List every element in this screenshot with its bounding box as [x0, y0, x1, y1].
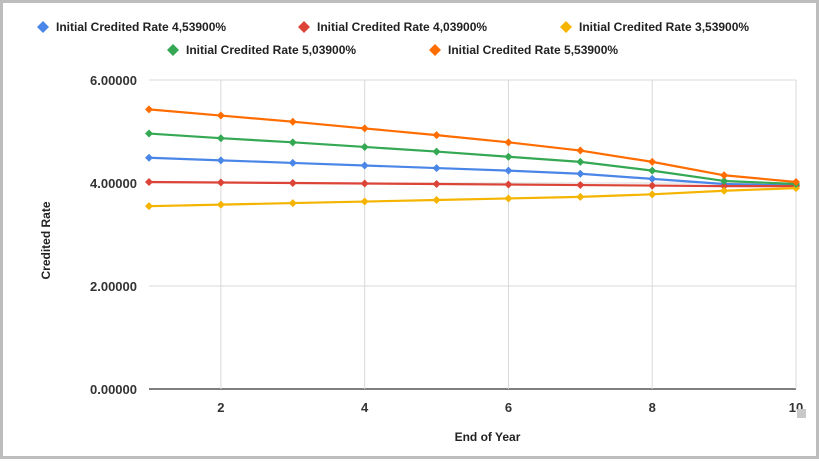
- series-line: [148, 108, 797, 184]
- data-point[interactable]: [792, 184, 800, 193]
- series-5: [145, 105, 800, 186]
- data-point[interactable]: [432, 195, 441, 204]
- series-2: [145, 177, 800, 191]
- data-point[interactable]: [216, 178, 225, 187]
- data-point[interactable]: [288, 199, 297, 208]
- diamond-icon: [429, 44, 441, 56]
- legend-label: Initial Credited Rate 4,03900%: [317, 20, 487, 34]
- data-point[interactable]: [720, 176, 729, 185]
- legend-label: Initial Credited Rate 3,53900%: [579, 20, 749, 34]
- data-point[interactable]: [432, 131, 441, 140]
- data-point[interactable]: [648, 181, 657, 190]
- x-tick-label: 6: [505, 400, 512, 415]
- data-point[interactable]: [792, 177, 800, 186]
- data-point[interactable]: [648, 190, 657, 199]
- series-line: [148, 156, 797, 187]
- data-point[interactable]: [360, 179, 369, 188]
- data-point[interactable]: [288, 179, 297, 187]
- y-tick-label: 0.00000: [90, 382, 137, 397]
- data-point[interactable]: [216, 156, 225, 165]
- series-line: [148, 132, 797, 186]
- series-line: [148, 187, 797, 208]
- data-point[interactable]: [648, 157, 657, 166]
- data-point[interactable]: [216, 200, 225, 209]
- y-tick-label: 6.00000: [90, 73, 137, 88]
- legend-item[interactable]: Initial Credited Rate 5,03900%: [167, 43, 356, 57]
- diamond-icon: [37, 21, 49, 33]
- data-point[interactable]: [288, 138, 297, 147]
- data-point[interactable]: [576, 169, 585, 178]
- data-point[interactable]: [145, 177, 153, 186]
- data-point[interactable]: [360, 124, 369, 133]
- legend-item[interactable]: Initial Credited Rate 4,03900%: [298, 20, 487, 34]
- data-point[interactable]: [504, 194, 513, 203]
- y-axis-title: Credited Rate: [39, 201, 53, 279]
- legend-item[interactable]: Initial Credited Rate 4,53900%: [37, 20, 226, 34]
- legend-label: Initial Credited Rate 5,03900%: [186, 43, 356, 57]
- series-3: [145, 184, 800, 211]
- data-point[interactable]: [288, 117, 297, 126]
- data-point[interactable]: [360, 197, 369, 206]
- diamond-icon: [560, 21, 572, 33]
- x-tick-label: 8: [649, 400, 656, 415]
- legend-item[interactable]: Initial Credited Rate 5,53900%: [429, 43, 618, 57]
- data-point[interactable]: [648, 166, 657, 175]
- legend-label: Initial Credited Rate 4,53900%: [56, 20, 226, 34]
- data-point[interactable]: [648, 174, 657, 183]
- data-point[interactable]: [504, 166, 513, 175]
- y-tick-label: 4.00000: [90, 176, 137, 191]
- data-point[interactable]: [432, 147, 441, 156]
- x-tick-label: 2: [217, 400, 224, 415]
- data-point[interactable]: [145, 105, 153, 114]
- legend[interactable]: Initial Credited Rate 4,53900% Initial Cr…: [37, 20, 749, 57]
- data-point[interactable]: [576, 157, 585, 166]
- resize-handle[interactable]: [797, 409, 806, 418]
- data-point[interactable]: [576, 181, 585, 190]
- series-line: [148, 180, 796, 188]
- data-point[interactable]: [145, 202, 153, 211]
- data-point[interactable]: [504, 138, 513, 147]
- x-tick-label: 4: [361, 400, 369, 415]
- data-point[interactable]: [216, 111, 225, 120]
- x-axis-title: End of Year: [455, 430, 521, 444]
- data-point[interactable]: [145, 129, 153, 138]
- data-point[interactable]: [360, 161, 369, 170]
- data-point[interactable]: [288, 158, 297, 167]
- series-layer: [145, 105, 800, 211]
- data-point[interactable]: [145, 153, 153, 162]
- legend-label: Initial Credited Rate 5,53900%: [448, 43, 618, 57]
- diamond-icon: [298, 21, 310, 33]
- y-tick-label: 2.00000: [90, 279, 137, 294]
- data-point[interactable]: [720, 171, 729, 180]
- data-point[interactable]: [720, 182, 729, 191]
- legend-item[interactable]: Initial Credited Rate 3,53900%: [560, 20, 749, 34]
- data-point[interactable]: [216, 134, 225, 143]
- data-point[interactable]: [504, 180, 513, 189]
- grid-layer: [149, 79, 797, 390]
- data-point[interactable]: [360, 142, 369, 151]
- data-point[interactable]: [432, 164, 441, 173]
- diamond-icon: [167, 44, 179, 56]
- data-point[interactable]: [720, 186, 729, 195]
- data-point[interactable]: [504, 152, 513, 161]
- data-point[interactable]: [576, 192, 585, 201]
- data-point[interactable]: [576, 146, 585, 155]
- data-point[interactable]: [432, 180, 441, 189]
